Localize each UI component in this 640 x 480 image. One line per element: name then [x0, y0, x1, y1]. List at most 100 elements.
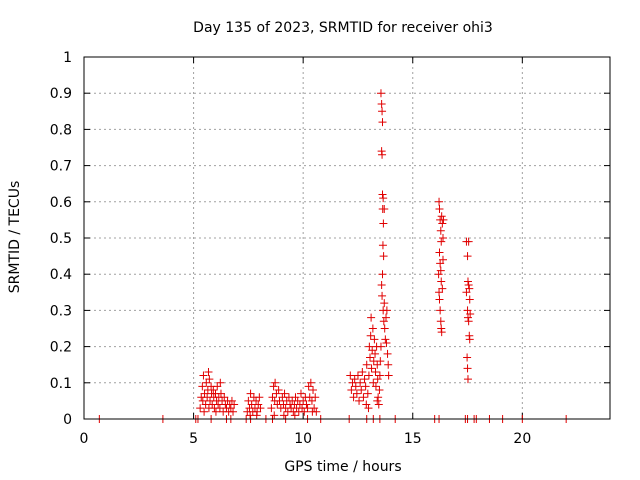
data-point	[373, 396, 382, 405]
data-point	[376, 89, 385, 98]
data-point	[380, 205, 389, 214]
data-point	[364, 371, 373, 380]
data-point	[464, 237, 473, 246]
data-point	[364, 404, 373, 413]
data-point	[311, 393, 320, 402]
data-point	[375, 386, 384, 395]
data-point	[463, 277, 472, 286]
tick-layer: 00.10.20.30.40.50.60.70.80.910 5 10 15 20	[50, 50, 610, 447]
data-point	[256, 404, 265, 413]
x-axis-title: GPS time / hours	[284, 459, 401, 475]
x-tick-label: 0	[80, 431, 89, 447]
data-point	[436, 317, 445, 326]
data-point	[434, 270, 443, 279]
data-point	[376, 357, 385, 366]
x-tick-label: 20	[513, 431, 531, 447]
data-point	[196, 404, 205, 413]
data-point	[302, 400, 311, 409]
data-point	[244, 396, 253, 405]
data-point	[377, 281, 386, 290]
data-point	[309, 386, 318, 395]
x-tick-label: 5	[189, 431, 198, 447]
data-point	[363, 389, 372, 398]
data-point	[255, 393, 264, 402]
y-tick-label: 0.7	[50, 159, 72, 175]
data-point	[378, 291, 387, 300]
data-point	[382, 338, 391, 347]
data-point	[290, 411, 299, 420]
data-point	[216, 378, 225, 387]
data-points-layer	[95, 89, 571, 423]
data-point	[198, 382, 207, 391]
data-point	[465, 335, 474, 344]
data-point	[270, 411, 279, 420]
data-point	[439, 215, 448, 224]
data-point	[216, 389, 225, 398]
data-point	[383, 349, 392, 358]
plot-frame	[83, 56, 611, 420]
data-point	[380, 324, 389, 333]
data-point	[371, 349, 380, 358]
data-point	[436, 266, 445, 275]
data-point	[230, 400, 239, 409]
data-point	[351, 382, 360, 391]
data-point	[380, 299, 389, 308]
data-point	[437, 212, 446, 221]
chart-title: Day 135 of 2023, SRMTID for receiver ohi…	[193, 20, 493, 36]
data-point	[465, 295, 474, 304]
data-point	[463, 313, 472, 322]
data-point	[375, 371, 384, 380]
data-point	[378, 118, 387, 127]
data-point	[359, 393, 368, 402]
data-point	[361, 382, 370, 391]
data-point	[209, 386, 218, 395]
data-point	[355, 396, 364, 405]
data-point	[271, 378, 280, 387]
data-point	[374, 400, 383, 409]
grid-layer	[84, 57, 610, 419]
data-point	[362, 360, 371, 369]
data-point	[353, 371, 362, 380]
data-point	[200, 407, 209, 416]
data-point	[300, 407, 309, 416]
data-point	[204, 367, 213, 376]
data-point	[306, 378, 315, 387]
data-point	[437, 328, 446, 337]
data-point	[214, 400, 223, 409]
y-tick-label: 0.3	[50, 303, 72, 319]
data-point	[349, 393, 358, 402]
x-tick-label: 10	[294, 431, 312, 447]
data-point	[347, 386, 356, 395]
data-point	[227, 396, 236, 405]
data-point	[362, 400, 371, 409]
data-point	[379, 219, 388, 228]
data-point	[310, 404, 319, 413]
y-tick-label: 0.9	[50, 86, 72, 102]
data-point	[350, 375, 359, 384]
data-point	[373, 375, 382, 384]
data-point	[374, 393, 383, 402]
data-point	[436, 226, 445, 235]
y-tick-label: 0	[63, 412, 72, 428]
data-point	[382, 306, 391, 315]
data-point	[464, 281, 473, 290]
data-point	[438, 219, 447, 228]
data-point	[379, 252, 388, 261]
y-tick-label: 0.8	[50, 122, 72, 138]
data-point	[366, 331, 375, 340]
x-tick-label: 15	[404, 431, 422, 447]
data-point	[378, 190, 387, 199]
data-point	[267, 404, 276, 413]
data-point	[436, 306, 445, 315]
data-point	[308, 407, 317, 416]
data-point	[376, 342, 385, 351]
data-point	[379, 317, 388, 326]
data-point	[378, 150, 387, 159]
data-point	[378, 241, 387, 250]
data-point	[367, 364, 376, 373]
y-tick-label: 1	[63, 50, 72, 66]
data-point	[437, 237, 446, 246]
data-point	[274, 386, 283, 395]
data-point	[199, 371, 208, 380]
